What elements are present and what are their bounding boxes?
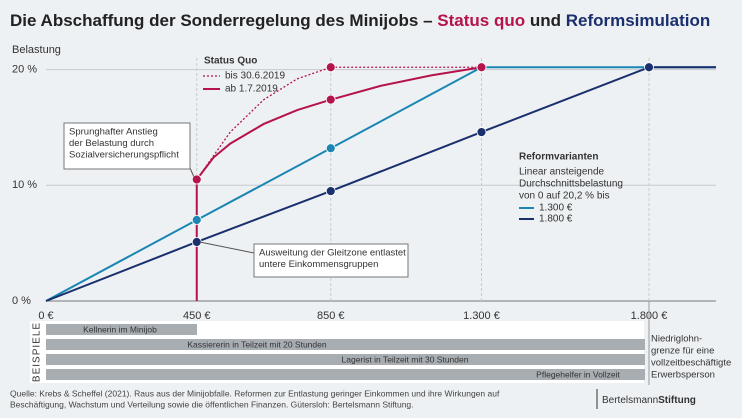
example-label: Lagerist in Teilzeit mit 30 Stunden [342,354,469,364]
threshold-note: Erwerbsperson [651,370,715,381]
data-point [325,94,336,105]
data-point [476,127,487,137]
series-line [196,66,482,180]
y-tick-label: 20 % [12,63,37,75]
series-line [195,66,482,301]
logo-part: Stiftung [658,395,696,406]
examples-label: BEISPIELE [32,322,43,382]
legend-note: Linear ansteigende [519,167,605,178]
y-tick-label: 10 % [12,179,37,191]
logo: BertelsmannStiftung [602,395,696,406]
data-point [191,174,202,185]
legend-label: 1.800 € [539,214,573,225]
annotation-box [63,122,191,170]
data-point [325,62,336,73]
annotation-text: Ausweitung der Gleitzone entlastet [259,248,406,259]
title-part: und [525,11,566,30]
logo-part: Bertelsmann [602,395,658,406]
source: Beschäftigung, Wachstum und Verteilung s… [10,399,414,409]
data-point [476,62,487,73]
y-tick-label: 0 % [12,295,31,307]
title-part: Reformsimulation [566,11,711,30]
chart-title: Die Abschaffung der Sonderregelung des M… [10,11,710,30]
example-label: Kassiererin in Teilzeit mit 20 Stunden [187,339,326,349]
data-point [325,186,336,196]
legend-label: 1.300 € [539,203,573,214]
x-tick-label: 450 € [183,310,211,322]
annotation-box [253,243,409,278]
legend-label: ab 1.7.2019 [225,84,278,95]
data-point [325,143,336,154]
legend-note: Durchschnittsbelastung [519,179,623,190]
y-axis-label: Belastung [12,44,61,56]
annotation-text: Sozialversicherungspflicht [69,150,179,161]
example-bar [46,324,197,335]
title-part: Status quo [437,11,525,30]
legend-label: bis 30.6.2019 [225,71,285,82]
legend-title: Reformvarianten [519,152,598,163]
example-bar [46,339,645,350]
example-bar [46,354,645,365]
title-part: Die Abschaffung der Sonderregelung des M… [10,11,437,30]
series-line [45,66,716,302]
threshold-note: grenze für eine [651,346,714,357]
x-tick-label: 0 € [38,310,53,322]
threshold-note: vollzeitbeschäftigte [651,358,731,369]
annotation-text: der Belastung durch [69,138,154,149]
annotation-text: Sprunghafter Anstieg [69,127,158,138]
data-point [191,215,202,225]
legend-note: von 0 auf 20,2 % bis [519,191,610,202]
example-label: Pflegehelfer in Vollzeit [536,369,620,379]
annotation-connector [189,167,195,177]
legend-title: Status Quo [204,56,257,67]
annotation-connector [199,241,255,254]
example-label: Kellnerin im Minijob [83,324,157,334]
threshold-note: Niedriglohn- [651,334,702,345]
source: Quelle: Krebs & Scheffel (2021). Raus au… [10,388,500,398]
x-tick-label: 1.300 € [463,310,500,322]
data-point [644,62,654,73]
example-bar [46,369,645,380]
x-tick-label: 850 € [317,310,345,322]
annotation-text: untere Einkommensgruppen [259,259,378,270]
